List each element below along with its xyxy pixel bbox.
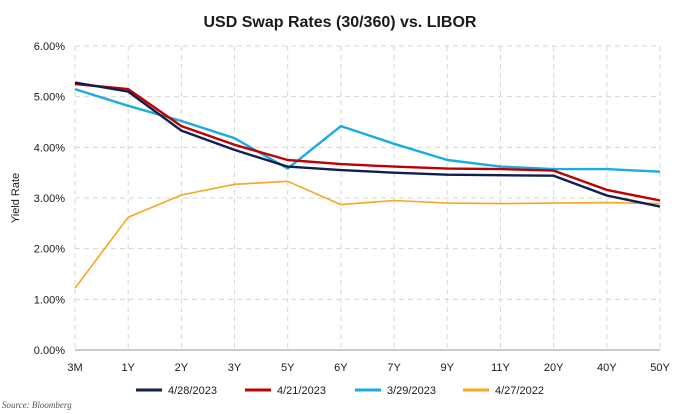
y-tick-label: 3.00% — [34, 193, 65, 205]
y-tick-label: 6.00% — [34, 41, 65, 53]
y-tick-label: 5.00% — [34, 92, 65, 104]
series-line-3/29/2023 — [74, 87, 661, 173]
legend: 4/28/2023 4/21/2023 3/29/2023 4/27/2022 — [136, 385, 544, 397]
legend-item: 4/27/2022 — [463, 385, 544, 397]
x-tick-label: 2Y — [175, 362, 189, 374]
chart-title: USD Swap Rates (30/360) vs. LIBOR — [204, 14, 477, 31]
series-line-4/28/2023 — [74, 81, 661, 208]
gridlines — [74, 45, 661, 351]
y-axis-label: Yield Rate — [10, 173, 22, 223]
x-tick-label: 3Y — [228, 362, 242, 374]
x-tick-label: 9Y — [441, 362, 455, 374]
x-tick-label: 50Y — [650, 362, 670, 374]
legend-label: 4/21/2023 — [277, 385, 326, 397]
legend-item: 4/28/2023 — [136, 385, 217, 397]
y-tick-label: 0.00% — [34, 345, 65, 357]
x-tick-label: 3M — [67, 362, 82, 374]
x-tick-label: 1Y — [121, 362, 135, 374]
y-axis-ticks: 0.00% 1.00% 2.00% 3.00% 4.00% 5.00% 6.00% — [34, 41, 65, 357]
y-tick-label: 2.00% — [34, 244, 65, 256]
legend-item: 4/21/2023 — [245, 385, 326, 397]
legend-label: 4/28/2023 — [168, 385, 217, 397]
x-tick-label: 40Y — [597, 362, 617, 374]
y-tick-label: 1.00% — [34, 294, 65, 306]
source-note: Source: Bloomberg — [2, 400, 72, 410]
y-tick-label: 4.00% — [34, 142, 65, 154]
legend-label: 4/27/2022 — [495, 385, 544, 397]
x-tick-label: 5Y — [281, 362, 295, 374]
x-tick-label: 11Y — [491, 362, 510, 374]
x-axis-ticks: 3M 1Y 2Y 3Y 5Y 6Y 7Y 9Y 11Y 20Y 40Y 50Y — [67, 362, 670, 374]
series-line-4/27/2022 — [74, 180, 661, 289]
series-line-4/21/2023 — [74, 82, 661, 202]
legend-item: 3/29/2023 — [355, 385, 436, 397]
x-tick-label: 20Y — [544, 362, 564, 374]
x-tick-label: 6Y — [334, 362, 348, 374]
legend-label: 3/29/2023 — [387, 385, 436, 397]
series-lines — [74, 81, 661, 289]
x-tick-label: 7Y — [387, 362, 401, 374]
